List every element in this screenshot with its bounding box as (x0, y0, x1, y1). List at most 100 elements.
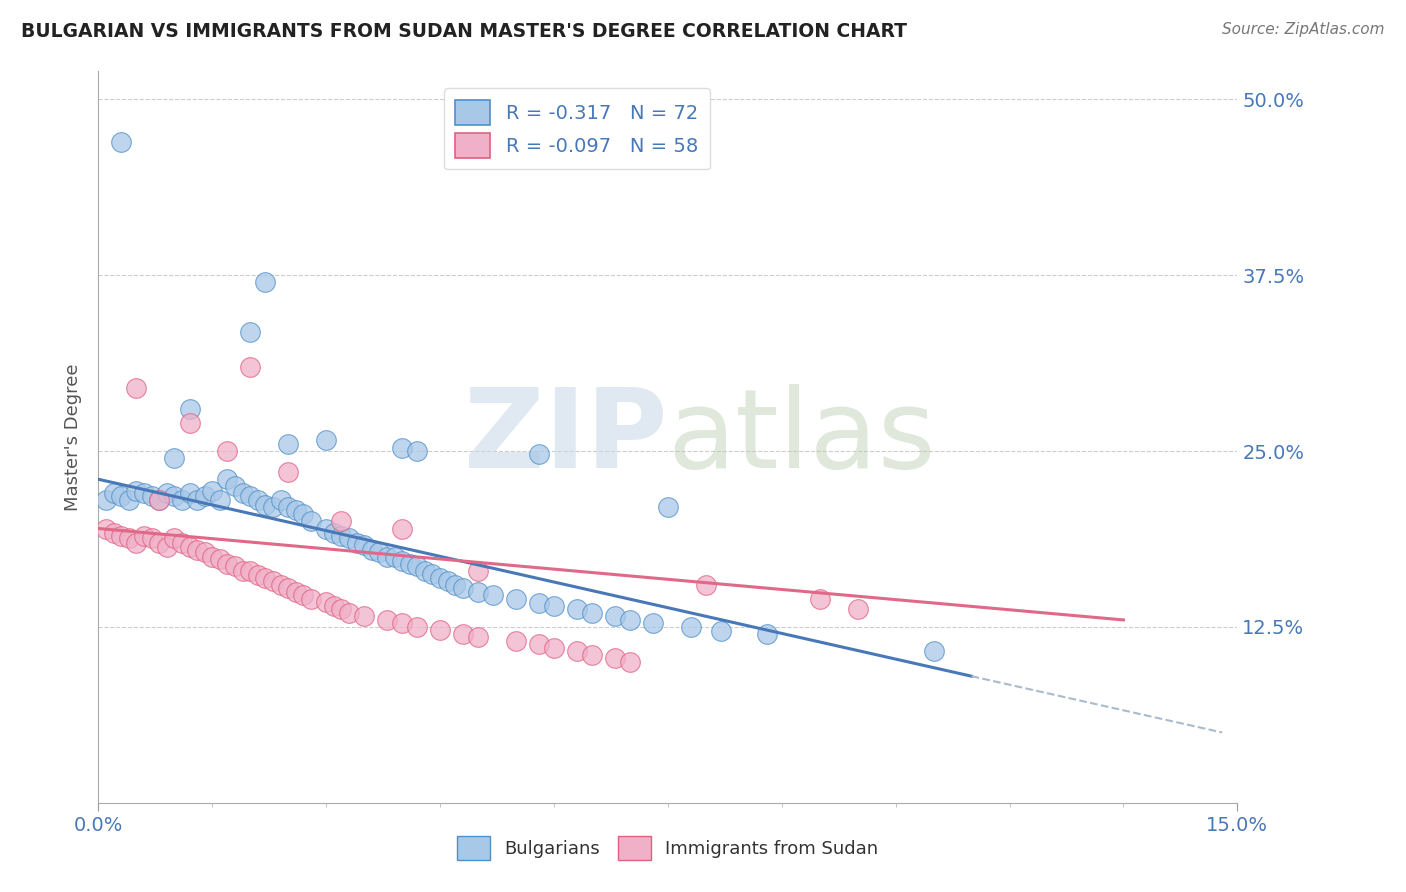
Point (641, 615, 664, 630)
Point (315, 521, 337, 535)
Point (239, 489, 262, 503)
Point (148, 535, 170, 549)
Point (603, 608, 626, 623)
Point (94, 493, 117, 508)
Point (619, 655, 641, 669)
Point (217, 472, 239, 486)
Point (217, 557, 239, 571)
Point (186, 542, 208, 557)
Point (179, 401, 201, 416)
Point (118, 532, 141, 546)
Point (148, 493, 170, 508)
Point (330, 515, 353, 529)
Point (163, 489, 186, 503)
Point (565, 601, 588, 615)
Point (262, 500, 284, 515)
Point (194, 545, 217, 559)
Point (148, 493, 170, 508)
Point (239, 359, 262, 374)
Point (710, 624, 733, 639)
Point (527, 637, 550, 651)
Point (808, 591, 831, 606)
Point (444, 578, 467, 592)
Point (125, 381, 148, 395)
Point (406, 620, 429, 634)
Point (413, 564, 436, 578)
Point (224, 559, 246, 574)
Point (679, 620, 702, 634)
Point (254, 571, 277, 585)
Point (217, 444, 239, 458)
Point (315, 433, 337, 447)
Point (581, 648, 603, 662)
Point (262, 574, 284, 588)
Point (254, 498, 277, 512)
Point (581, 606, 603, 620)
Point (239, 325, 262, 339)
Point (277, 581, 299, 595)
Point (391, 521, 413, 535)
Point (543, 641, 565, 656)
Point (299, 515, 322, 529)
Point (337, 606, 360, 620)
Point (179, 540, 201, 554)
Point (467, 564, 489, 578)
Point (110, 135, 132, 149)
Point (246, 568, 269, 582)
Point (330, 528, 353, 542)
Point (277, 500, 299, 515)
Point (132, 528, 155, 542)
Point (125, 483, 148, 498)
Point (270, 578, 292, 592)
Point (353, 538, 375, 552)
Point (201, 549, 224, 564)
Y-axis label: Master's Degree: Master's Degree (63, 363, 82, 511)
Point (846, 601, 869, 615)
Point (527, 447, 550, 461)
Point (436, 574, 458, 588)
Point (110, 528, 132, 542)
Point (322, 599, 344, 613)
Point (232, 486, 254, 500)
Point (246, 493, 269, 508)
Point (179, 486, 201, 500)
Point (398, 557, 420, 571)
Point (695, 578, 717, 592)
Point (406, 559, 429, 574)
Point (292, 588, 315, 602)
Point (375, 613, 398, 627)
Point (429, 623, 451, 637)
Point (201, 483, 224, 498)
Point (330, 601, 353, 615)
Point (505, 591, 527, 606)
Point (170, 493, 193, 508)
Point (391, 615, 413, 630)
Point (254, 276, 277, 290)
Point (194, 489, 217, 503)
Point (375, 549, 398, 564)
Point (103, 525, 125, 540)
Point (239, 564, 262, 578)
Point (103, 486, 125, 500)
Point (141, 489, 163, 503)
Point (922, 644, 945, 658)
Point (132, 486, 155, 500)
Point (232, 564, 254, 578)
Point (467, 630, 489, 644)
Point (270, 493, 292, 508)
Point (170, 535, 193, 549)
Point (467, 584, 489, 599)
Point (141, 532, 163, 546)
Point (163, 451, 186, 466)
Text: Source: ZipAtlas.com: Source: ZipAtlas.com (1222, 22, 1385, 37)
Point (346, 535, 368, 549)
Text: BULGARIAN VS IMMIGRANTS FROM SUDAN MASTER'S DEGREE CORRELATION CHART: BULGARIAN VS IMMIGRANTS FROM SUDAN MASTE… (21, 22, 907, 41)
Point (406, 444, 429, 458)
Point (179, 416, 201, 430)
Point (353, 608, 375, 623)
Point (505, 634, 527, 648)
Point (110, 489, 132, 503)
Point (755, 627, 778, 641)
Text: atlas: atlas (668, 384, 936, 491)
Point (657, 500, 679, 515)
